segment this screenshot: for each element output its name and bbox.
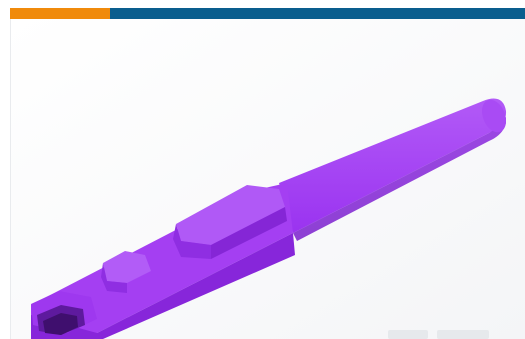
product-render-image (11, 19, 525, 339)
header-accent-bar (10, 8, 525, 19)
product-image-viewer[interactable] (11, 19, 525, 339)
accent-bar-orange (10, 8, 110, 19)
watermark-chip-right (437, 330, 489, 339)
image-frame-left-border (10, 19, 11, 339)
accent-bar-blue (110, 8, 525, 19)
watermark-chip-left (388, 330, 428, 339)
